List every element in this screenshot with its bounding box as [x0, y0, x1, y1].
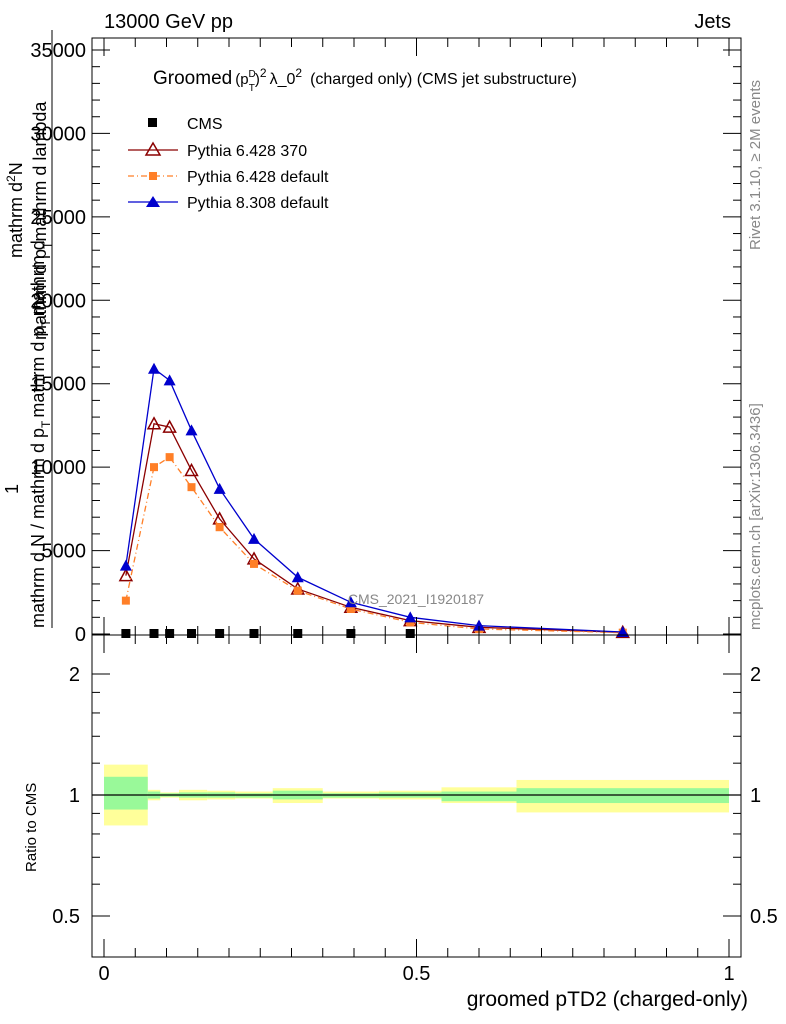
ratio-tick-label-right-0: 0.5	[750, 906, 778, 928]
ratio-y-axis-label: Ratio to CMS	[23, 783, 40, 872]
point-cms-1	[149, 629, 159, 638]
point-p6-default-3	[187, 483, 196, 492]
title-pt: p	[240, 71, 248, 88]
point-p6-370-2	[162, 419, 177, 433]
point-p8-4	[213, 482, 226, 494]
point-p8-7	[344, 596, 357, 608]
legend-marker-p8	[146, 196, 160, 207]
legend-marker-p6-370	[144, 141, 162, 156]
point-p6-370-1	[146, 416, 162, 430]
x-tick-label-0: 0	[98, 963, 109, 985]
ratio-band-green-0	[104, 776, 148, 810]
point-p6-default-2	[165, 453, 174, 462]
ylabel-line2: mathrm d pTmathrm d lambda	[30, 101, 55, 340]
point-cms-4	[215, 629, 225, 638]
point-p6-default-4	[215, 523, 224, 532]
point-p6-default-6	[293, 586, 302, 595]
ratio-tick-label-right-2: 2	[750, 664, 761, 686]
title-prefix: Groomed	[153, 68, 232, 89]
legend-label-p8: Pythia 8.308 default	[187, 195, 329, 212]
point-p8-3	[185, 424, 198, 436]
legend-marker-p6-default	[149, 172, 157, 180]
point-cms-6	[293, 629, 303, 638]
y-tick-label-0: 0	[75, 624, 86, 646]
point-p8-9	[473, 619, 485, 631]
point-cms-7	[346, 629, 356, 638]
point-cms-3	[187, 629, 196, 638]
y-tick-label-6: 30000	[30, 123, 86, 145]
point-p6-370-0	[118, 568, 134, 582]
ratio-band-green-9	[441, 791, 517, 802]
ratio-tick-label-right-1: 1	[750, 785, 761, 807]
series-line-p6-370	[125, 422, 623, 633]
title-rest: (charged only) (CMS jet substructure)	[310, 71, 577, 88]
point-p6-default-1	[150, 463, 158, 472]
legend-label-p6-default: Pythia 6.428 default	[187, 169, 329, 186]
point-p6-default-8	[406, 618, 415, 627]
point-p8-2	[163, 374, 176, 386]
y-tick-label-4: 20000	[30, 290, 86, 312]
legend-label-p6-370: Pythia 6.428 370	[187, 143, 307, 160]
x-axis-label: groomed pTD2 (charged-only)	[467, 988, 748, 1011]
point-p8-1	[148, 362, 160, 374]
axes-group: 0 5000 10000 15000 20000 25000 30000 35000 0 0.5 1…	[30, 38, 778, 985]
y-tick-label-5: 25000	[30, 207, 86, 229]
ratio-tick-label-left-2: 2	[69, 664, 80, 686]
title-lambda-power: 2	[295, 66, 302, 80]
ylabel-denominator: mathrm d N / mathrm d pTmathrm d pTmathr…	[28, 240, 53, 628]
mcplots-reference-label: mcplots.cern.ch [arXiv:1306.3436]	[747, 403, 764, 630]
y-tick-label-3: 15000	[30, 374, 86, 396]
point-p8-6	[291, 571, 304, 583]
point-cms-0	[121, 629, 131, 638]
point-p8-8	[404, 611, 417, 623]
ratio-tick-label-left-0: 0.5	[52, 906, 80, 928]
legend: CMS Pythia 6.428 370 Pythia 6.428 defaul…	[128, 116, 329, 212]
rivet-version-label: Rivet 3.1.10, ≥ 2M events	[747, 80, 764, 250]
plot-title: Groomed (pD T)2 λ_02 (charged only) (CMS jet…	[153, 66, 577, 94]
beam-label: 13000 GeV pp	[104, 11, 233, 33]
main-y-axis-label: mathrm d2N mathrm d pTmathrm d lambda 1 …	[2, 30, 55, 628]
point-p6-default-0	[121, 596, 130, 605]
ratio-uncertainty-bands	[92, 764, 741, 826]
point-p8-0	[119, 559, 132, 571]
y-tick-label-7: 35000	[30, 40, 86, 62]
x-tick-label-1: 0.5	[403, 963, 431, 985]
point-p6-370-3	[184, 462, 199, 477]
point-cms-2	[165, 629, 175, 638]
y-tick-label-1: 5000	[42, 541, 87, 563]
ylabel-one: 1	[2, 484, 22, 494]
point-cms-5	[249, 629, 259, 638]
point-p6-default-5	[250, 559, 258, 568]
legend-marker-cms	[148, 118, 157, 127]
main-series-group	[118, 362, 631, 639]
ratio-tick-label-left-1: 1	[69, 785, 80, 807]
analysis-category-label: Jets	[694, 11, 731, 33]
ratio-plot-frame	[91, 634, 742, 958]
point-p6-default-7	[346, 604, 355, 613]
ylabel-line1: mathrm d2N	[4, 162, 26, 258]
title-pt-sup: D	[249, 69, 256, 80]
point-p8-5	[248, 532, 260, 544]
x-tick-label-2: 1	[723, 963, 734, 985]
title-pt-sub: T	[249, 83, 255, 94]
point-p8-10	[616, 625, 629, 637]
legend-label-cms: CMS	[187, 116, 223, 133]
title-pt-power: 2	[260, 66, 267, 80]
title-lambda: λ_0	[270, 71, 296, 88]
point-cms-8	[405, 629, 415, 638]
analysis-watermark: CMS_2021_I1920187	[348, 591, 484, 607]
y-tick-label-2: 10000	[30, 457, 86, 479]
